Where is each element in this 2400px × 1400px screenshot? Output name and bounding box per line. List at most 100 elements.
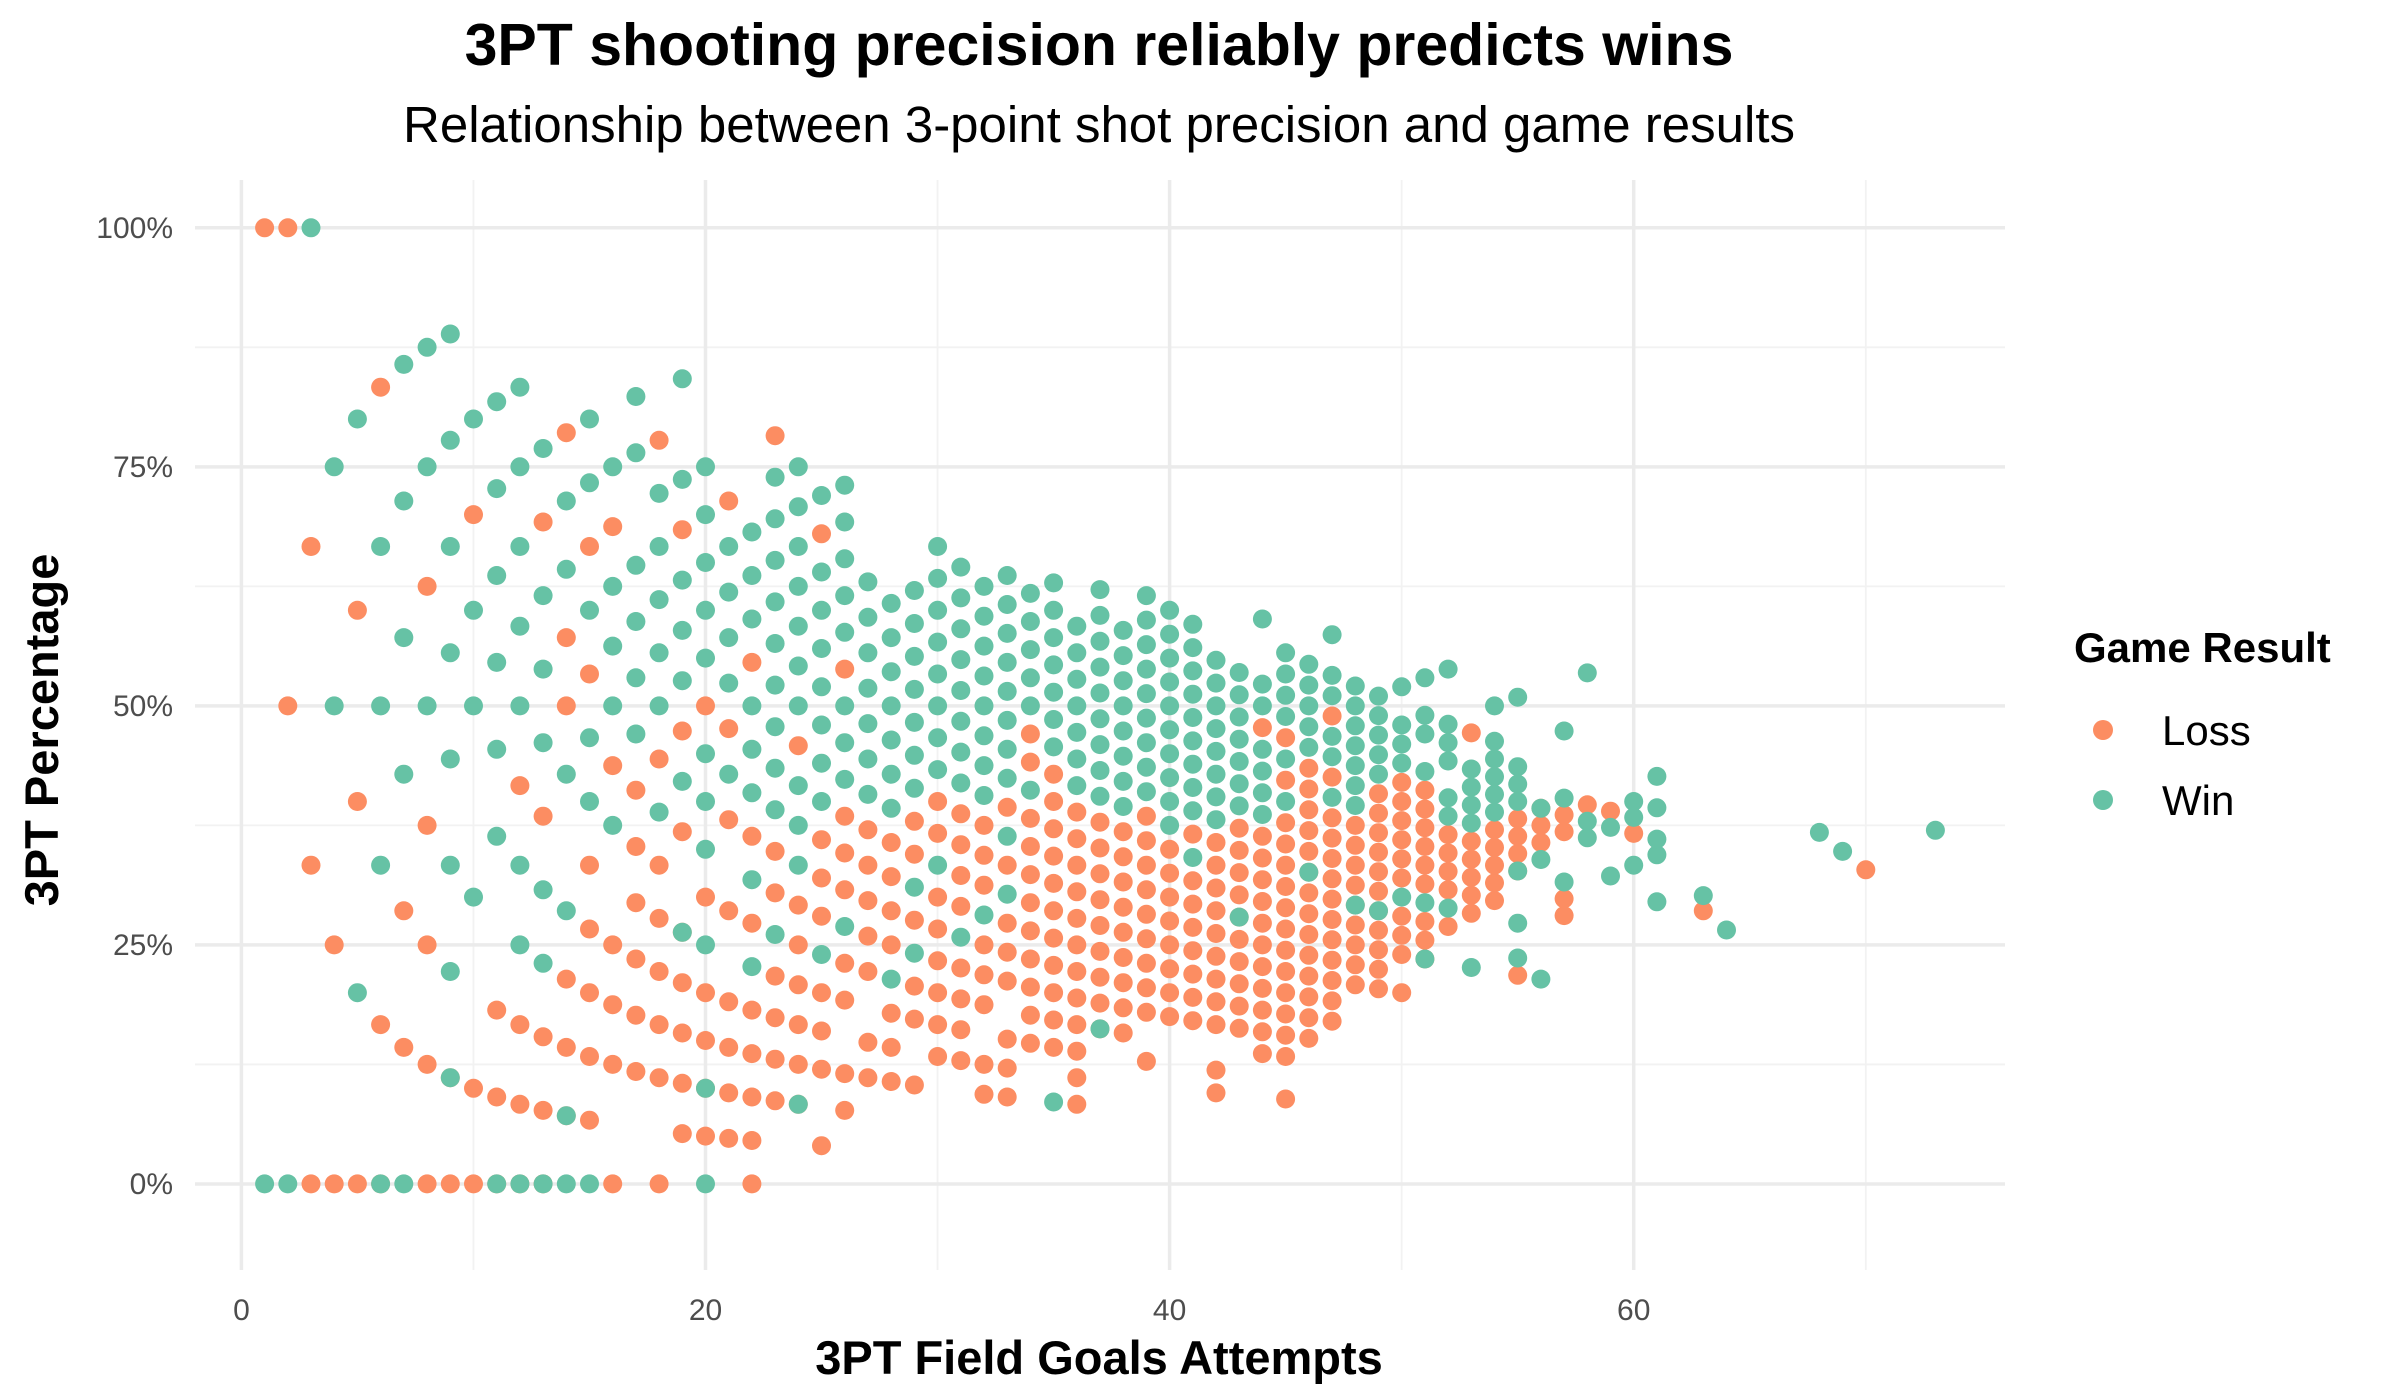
- point-win: [394, 491, 414, 511]
- point-loss: [1020, 865, 1040, 885]
- point-loss: [1276, 1089, 1296, 1109]
- point-loss: [742, 1000, 762, 1020]
- point-loss: [835, 843, 855, 863]
- point-loss: [1299, 945, 1319, 965]
- point-loss: [928, 792, 948, 811]
- point-loss: [1044, 792, 1064, 811]
- point-loss: [1461, 831, 1481, 851]
- point-win: [464, 600, 483, 620]
- point-win: [1136, 757, 1156, 777]
- point-win: [1508, 861, 1528, 881]
- point-loss: [1322, 971, 1342, 990]
- point-loss: [1183, 824, 1203, 844]
- point-loss: [580, 1110, 599, 1130]
- point-loss: [1554, 906, 1574, 926]
- point-loss: [997, 1029, 1017, 1049]
- point-loss: [765, 1091, 785, 1111]
- point-win: [603, 696, 623, 716]
- point-win: [1136, 635, 1156, 655]
- point-loss: [556, 969, 576, 989]
- point-win: [1229, 707, 1249, 727]
- point-win: [812, 600, 831, 620]
- point-win: [1461, 813, 1481, 833]
- point-loss: [1276, 1047, 1296, 1066]
- point-loss: [1322, 767, 1342, 787]
- point-win: [788, 696, 808, 716]
- point-loss: [1322, 1011, 1342, 1031]
- point-win: [1299, 696, 1319, 716]
- point-win: [1345, 676, 1365, 696]
- point-win: [487, 479, 507, 499]
- point-loss: [347, 792, 367, 811]
- point-loss: [1369, 979, 1388, 999]
- point-loss: [1252, 957, 1272, 977]
- point-win: [1113, 721, 1133, 741]
- point-loss: [1392, 830, 1412, 850]
- point-win: [696, 744, 715, 764]
- point-loss: [1206, 833, 1226, 852]
- point-loss: [1067, 935, 1087, 955]
- point-win: [1044, 628, 1064, 648]
- point-win: [394, 1174, 414, 1194]
- point-win: [510, 457, 530, 477]
- point-win: [765, 467, 785, 487]
- point-loss: [1392, 983, 1412, 1003]
- point-loss: [1392, 849, 1412, 869]
- point-win: [812, 486, 831, 505]
- point-loss: [1276, 1025, 1296, 1045]
- point-win: [719, 628, 739, 648]
- point-loss: [881, 1037, 901, 1057]
- point-loss: [974, 935, 994, 955]
- point-loss: [1067, 882, 1087, 902]
- point-loss: [1508, 809, 1528, 829]
- point-loss: [1299, 800, 1319, 820]
- point-loss: [1113, 872, 1133, 892]
- point-loss: [1136, 929, 1156, 949]
- point-win: [1345, 736, 1365, 756]
- point-loss: [1067, 1068, 1087, 1088]
- point-win: [812, 753, 831, 773]
- point-loss: [1276, 962, 1296, 981]
- point-loss: [1229, 863, 1249, 883]
- point-win: [649, 483, 669, 503]
- point-win: [255, 1174, 275, 1194]
- point-win: [626, 668, 646, 688]
- point-loss: [556, 423, 576, 443]
- point-win: [1299, 862, 1319, 882]
- point-loss: [1090, 890, 1110, 910]
- y-axis-title: 3PT Percentage: [15, 554, 68, 907]
- x-tick-label: 60: [1617, 1294, 1650, 1327]
- point-win: [742, 696, 762, 716]
- point-loss: [696, 887, 715, 907]
- point-win: [1647, 798, 1667, 818]
- point-win: [1461, 795, 1481, 815]
- point-win: [1136, 610, 1156, 630]
- point-loss: [742, 1131, 762, 1150]
- legend-label-win: Win: [2162, 777, 2234, 824]
- point-loss: [881, 833, 901, 852]
- point-loss: [324, 1174, 344, 1194]
- point-win: [974, 726, 994, 746]
- point-win: [788, 497, 808, 517]
- point-loss: [1090, 812, 1110, 832]
- point-loss: [672, 520, 692, 540]
- point-win: [1067, 643, 1087, 663]
- point-win: [1369, 764, 1388, 784]
- point-loss: [742, 652, 762, 672]
- point-loss: [765, 1008, 785, 1028]
- point-loss: [301, 537, 321, 556]
- point-win: [1090, 683, 1110, 703]
- point-loss: [649, 1068, 669, 1088]
- point-loss: [881, 1003, 901, 1023]
- point-loss: [1113, 948, 1133, 967]
- point-win: [997, 681, 1017, 701]
- point-loss: [1322, 828, 1342, 848]
- point-win: [788, 776, 808, 796]
- point-win: [1183, 801, 1203, 821]
- point-loss: [1392, 925, 1412, 945]
- point-win: [1508, 757, 1528, 777]
- point-loss: [1299, 821, 1319, 841]
- point-win: [904, 712, 924, 732]
- point-win: [533, 953, 553, 973]
- point-loss: [1299, 1008, 1319, 1028]
